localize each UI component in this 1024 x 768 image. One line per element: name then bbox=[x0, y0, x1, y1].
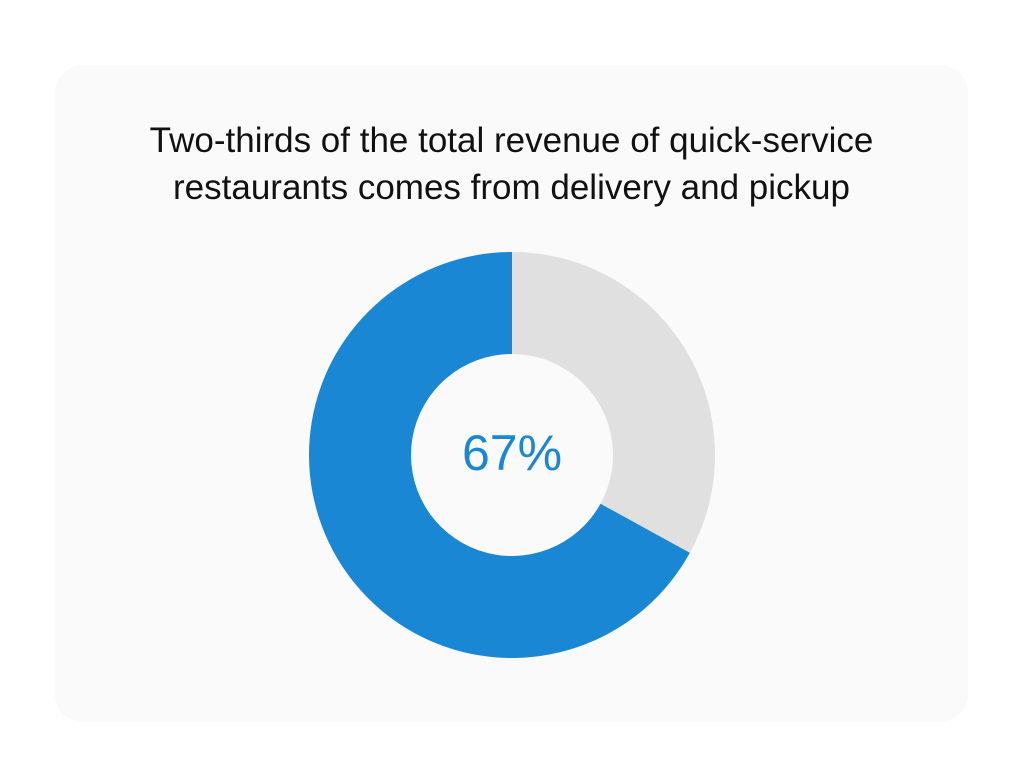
center-label: 67% bbox=[462, 425, 562, 481]
donut-segment bbox=[309, 252, 690, 658]
chart-title: Two-thirds of the total revenue of quick… bbox=[149, 121, 874, 207]
donut-segment bbox=[512, 252, 716, 553]
chart-title-box: Two-thirds of the total revenue of quick… bbox=[55, 117, 968, 211]
